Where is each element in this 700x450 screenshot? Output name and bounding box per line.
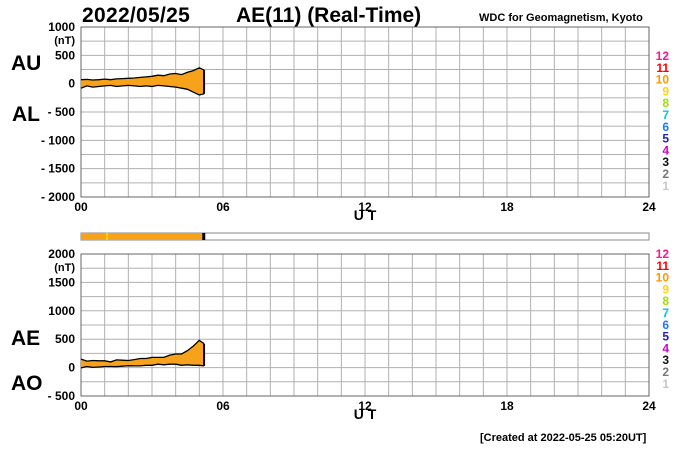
station-scale-label: 9	[662, 282, 669, 296]
chart-title: AE(11) (Real-Time)	[236, 4, 422, 27]
station-scale-label: 5	[662, 132, 669, 146]
y-tick-label: 1000	[48, 304, 75, 318]
y-tick-label: - 500	[48, 105, 76, 119]
y-tick-label: 0	[68, 361, 75, 375]
station-scale-label: 8	[662, 294, 669, 308]
series-line-ae	[80, 339, 205, 363]
series-line-ao	[80, 363, 205, 369]
station-scale-label: 3	[662, 155, 669, 169]
station-scale-label: 6	[662, 318, 669, 332]
y-tick-label: - 500	[48, 389, 76, 403]
station-strip-mark	[106, 233, 108, 240]
y-unit-label: (nT)	[54, 262, 75, 274]
y-tick-label: 0	[68, 77, 75, 91]
institution-label: WDC for Geomagnetism, Kyoto	[479, 12, 643, 24]
y-tick-label: 1500	[48, 275, 75, 289]
index-band-fill	[81, 340, 205, 368]
station-scale-label: 6	[662, 120, 669, 134]
station-scale-label: 7	[662, 108, 669, 122]
x-axis-label: U T	[354, 207, 377, 223]
y-tick-label: 500	[55, 332, 75, 346]
plot-frame	[80, 26, 650, 198]
x-tick-label: 06	[216, 399, 230, 413]
station-scale-label: 4	[662, 143, 669, 157]
y-unit-label: (nT)	[54, 35, 75, 47]
station-scale-label: 7	[662, 306, 669, 320]
index-band-fill	[81, 67, 205, 95]
station-scale-label: 11	[656, 61, 669, 75]
station-scale-label: 12	[656, 247, 670, 261]
x-tick-label: 18	[500, 200, 514, 214]
station-scale-label: 3	[662, 353, 669, 367]
series-line-al	[80, 84, 205, 96]
station-scale-label: 12	[656, 49, 670, 63]
station-scale-label: 5	[662, 330, 669, 344]
station-scale-label: 1	[662, 179, 669, 193]
station-scale-label: 2	[662, 365, 669, 379]
station-strip-fill	[81, 233, 205, 240]
station-scale-label: 4	[662, 341, 669, 355]
station-count-strip	[80, 232, 650, 241]
x-tick-label: 12	[358, 399, 372, 413]
x-tick-label: 00	[74, 399, 88, 413]
station-scale-label: 10	[656, 271, 670, 285]
x-tick-label: 24	[642, 200, 656, 214]
y-tick-label: 2000	[48, 247, 75, 261]
au-label: AU	[11, 52, 42, 75]
created-timestamp: [Created at 2022-05-25 05:20UT]	[480, 432, 647, 444]
date-label: 2022/05/25	[82, 4, 191, 27]
x-tick-label: 00	[74, 200, 88, 214]
x-tick-label: 18	[500, 399, 514, 413]
x-tick-label: 24	[642, 399, 656, 413]
y-tick-label: 500	[55, 48, 75, 62]
station-scale-label: 10	[656, 73, 670, 87]
y-tick-label: - 2000	[41, 190, 75, 204]
series-line-au	[80, 67, 205, 81]
ao-label: AO	[11, 372, 43, 395]
al-label: AL	[12, 103, 40, 126]
station-scale-label: 9	[662, 84, 669, 98]
station-strip-edge	[202, 233, 206, 240]
x-tick-label: 12	[358, 200, 372, 214]
y-tick-label: - 1000	[41, 133, 75, 147]
station-scale-label: 8	[662, 96, 669, 110]
x-axis-label: U T	[354, 406, 377, 422]
plot-frame	[80, 253, 650, 397]
chart-panel-1: 1000 500 0 - 500 - 1000 - 1500 - 2000 (nT) 00 06 1…	[41, 20, 669, 223]
station-scale-label: 11	[656, 259, 669, 273]
ae-label: AE	[11, 327, 41, 350]
x-tick-label: 06	[216, 200, 230, 214]
station-scale-label: 1	[662, 377, 669, 391]
y-tick-label: 1000	[48, 20, 75, 34]
station-scale-label: 2	[662, 167, 669, 181]
y-tick-label: - 1500	[41, 162, 75, 176]
